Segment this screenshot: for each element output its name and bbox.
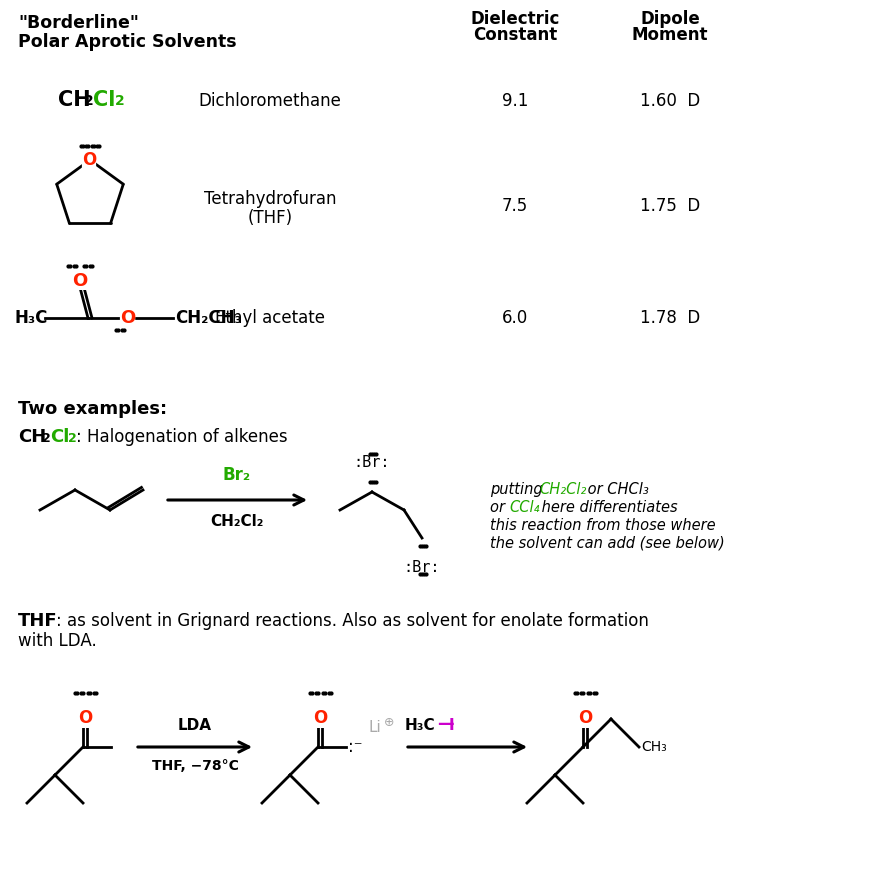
Text: 7.5: 7.5 <box>502 197 528 215</box>
Text: "Borderline": "Borderline" <box>18 14 139 32</box>
Text: Moment: Moment <box>632 26 708 44</box>
Text: I: I <box>449 718 454 733</box>
Text: O: O <box>82 151 96 169</box>
Text: Constant: Constant <box>473 26 557 44</box>
Text: O: O <box>120 309 135 327</box>
Text: 2: 2 <box>84 94 94 108</box>
Text: Br₂: Br₂ <box>223 466 251 484</box>
Text: :Br:: :Br: <box>354 455 391 470</box>
Text: this reaction from those where: this reaction from those where <box>490 518 716 533</box>
Text: 1.75  D: 1.75 D <box>640 197 700 215</box>
Text: or CHCl₃: or CHCl₃ <box>583 482 649 497</box>
Text: Dielectric: Dielectric <box>470 10 559 28</box>
Text: O: O <box>313 709 327 727</box>
Text: ⊕: ⊕ <box>384 716 394 730</box>
Text: :⁻: :⁻ <box>348 738 363 756</box>
Text: CH₃: CH₃ <box>641 740 667 754</box>
Text: : as solvent in Grignard reactions. Also as solvent for enolate formation: : as solvent in Grignard reactions. Also… <box>56 612 649 630</box>
Text: : Halogenation of alkenes: : Halogenation of alkenes <box>76 428 288 446</box>
Text: 2: 2 <box>115 94 125 108</box>
Text: 1.78  D: 1.78 D <box>640 309 700 327</box>
Text: THF, −78°C: THF, −78°C <box>151 759 239 773</box>
Text: O: O <box>73 272 87 290</box>
Text: (THF): (THF) <box>247 209 293 227</box>
Text: LDA: LDA <box>178 718 212 733</box>
Text: Cl: Cl <box>50 428 69 446</box>
Text: 2: 2 <box>42 432 51 445</box>
Text: Cl: Cl <box>93 90 115 110</box>
Text: 2: 2 <box>68 432 77 445</box>
Text: O: O <box>578 709 592 727</box>
Text: —: — <box>437 715 454 733</box>
Text: H₃C: H₃C <box>405 718 435 733</box>
Text: CH₂CH₃: CH₂CH₃ <box>175 309 242 327</box>
Text: CH: CH <box>18 428 46 446</box>
Text: with LDA.: with LDA. <box>18 632 97 650</box>
Text: Tetrahydrofuran: Tetrahydrofuran <box>204 190 336 208</box>
Text: CH: CH <box>58 90 91 110</box>
Text: Dichloromethane: Dichloromethane <box>198 92 342 110</box>
Text: O: O <box>78 709 92 727</box>
Text: CCl₄: CCl₄ <box>509 500 539 515</box>
Text: the solvent can add (see below): the solvent can add (see below) <box>490 536 725 551</box>
Text: putting: putting <box>490 482 547 497</box>
Text: or: or <box>490 500 510 515</box>
Text: H₃C: H₃C <box>15 309 48 327</box>
Text: Li: Li <box>368 720 381 735</box>
Text: THF: THF <box>18 612 58 630</box>
Text: Dipole: Dipole <box>640 10 700 28</box>
Text: CH₂Cl₂: CH₂Cl₂ <box>539 482 586 497</box>
Text: 9.1: 9.1 <box>502 92 528 110</box>
Text: :Br:: :Br: <box>404 560 440 575</box>
Text: here differentiates: here differentiates <box>537 500 677 515</box>
Text: 1.60  D: 1.60 D <box>640 92 700 110</box>
Text: 6.0: 6.0 <box>502 309 528 327</box>
Text: CH₂Cl₂: CH₂Cl₂ <box>211 514 264 529</box>
Text: Ethyl acetate: Ethyl acetate <box>215 309 325 327</box>
Text: Two examples:: Two examples: <box>18 400 167 418</box>
Text: Polar Aprotic Solvents: Polar Aprotic Solvents <box>18 33 237 51</box>
